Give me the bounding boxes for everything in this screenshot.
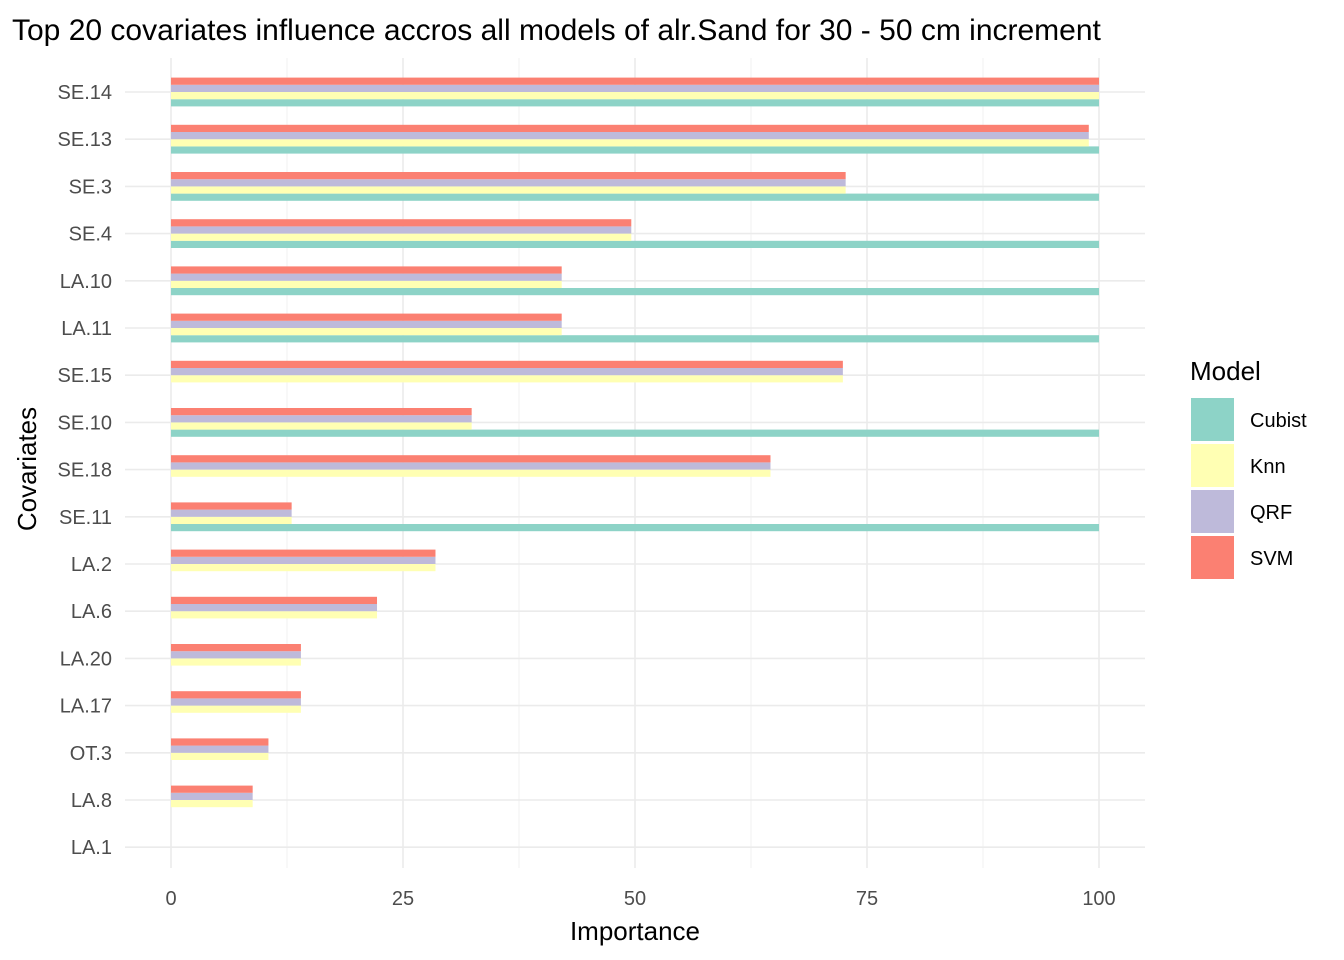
- x-tick-label: 25: [392, 888, 414, 910]
- bar-qrf-se-18: [171, 462, 771, 470]
- x-tick-label: 75: [856, 888, 878, 910]
- bar-qrf-la-11: [171, 320, 562, 328]
- bar-svm-se-3: [171, 172, 846, 180]
- bar-svm-se-4: [171, 219, 632, 227]
- bar-knn-se-13: [171, 139, 1089, 147]
- bar-knn-la-17: [171, 705, 301, 713]
- legend-swatch-svm: [1191, 536, 1234, 579]
- bar-qrf-ot-3: [171, 745, 269, 753]
- bar-knn-la-6: [171, 611, 378, 619]
- legend-swatch-cubist: [1191, 398, 1234, 441]
- bar-svm-se-15: [171, 360, 843, 368]
- chart-title: Top 20 covariates influence accros all m…: [12, 14, 1102, 47]
- bar-knn-ot-3: [171, 752, 269, 760]
- legend-label-qrf: QRF: [1250, 502, 1292, 524]
- bar-cubist-la-11: [171, 335, 1099, 343]
- bar-qrf-se-10: [171, 415, 472, 423]
- bar-knn-se-3: [171, 186, 846, 194]
- bar-cubist-se-11: [171, 524, 1099, 532]
- y-tick-label: SE.14: [58, 82, 112, 104]
- x-tick-label: 0: [165, 888, 176, 910]
- x-tick-label: 50: [624, 888, 646, 910]
- bar-svm-la-17: [171, 691, 301, 699]
- bar-knn-la-2: [171, 564, 436, 572]
- legend-label-svm: SVM: [1250, 548, 1293, 570]
- bar-svm-la-6: [171, 596, 378, 604]
- bar-qrf-la-6: [171, 604, 378, 612]
- legend-label-cubist: Cubist: [1250, 410, 1307, 432]
- bar-qrf-se-14: [171, 84, 1099, 92]
- y-tick-label: LA.20: [60, 648, 112, 670]
- bar-svm-se-11: [171, 502, 292, 510]
- y-tick-label: LA.6: [71, 601, 112, 623]
- legend-swatch-qrf: [1191, 490, 1234, 533]
- bars: [171, 77, 1099, 808]
- bar-knn-la-10: [171, 280, 562, 288]
- bar-svm-la-10: [171, 266, 562, 274]
- bar-cubist-se-14: [171, 99, 1099, 107]
- y-tick-label: LA.17: [60, 696, 112, 718]
- bar-qrf-se-3: [171, 179, 846, 187]
- bar-knn-se-10: [171, 422, 472, 430]
- bar-knn-se-15: [171, 375, 843, 383]
- y-tick-label: SE.13: [58, 129, 112, 151]
- bar-qrf-la-17: [171, 698, 301, 706]
- y-tick-label: LA.10: [60, 271, 112, 293]
- x-tick-label: 100: [1082, 888, 1115, 910]
- x-axis-ticks: 0 25 50 75 100: [165, 888, 1115, 910]
- bar-knn-la-20: [171, 658, 301, 666]
- y-tick-label: SE.10: [58, 412, 112, 434]
- bar-qrf-se-13: [171, 132, 1089, 140]
- bar-qrf-se-15: [171, 368, 843, 376]
- y-tick-label: SE.3: [69, 176, 112, 198]
- bar-qrf-se-11: [171, 509, 292, 517]
- bar-knn-se-18: [171, 469, 771, 477]
- legend-label-knn: Knn: [1250, 456, 1286, 478]
- bar-qrf-la-2: [171, 556, 436, 564]
- x-axis-title: Importance: [570, 916, 700, 946]
- y-tick-label: SE.18: [58, 460, 112, 482]
- bar-knn-se-11: [171, 516, 292, 524]
- y-axis-ticks: SE.14 SE.13 SE.3 SE.4 LA.10 LA.11 SE.15 SE.10 SE…: [58, 82, 112, 859]
- bar-qrf-la-8: [171, 792, 253, 800]
- bar-cubist-se-13: [171, 146, 1099, 154]
- bar-knn-la-11: [171, 328, 562, 336]
- bar-qrf-la-20: [171, 651, 301, 659]
- bar-knn-la-8: [171, 800, 253, 808]
- y-tick-label: OT.3: [70, 743, 112, 765]
- y-tick-label: SE.11: [59, 507, 112, 529]
- y-axis-title: Covariates: [12, 407, 42, 531]
- legend-swatch-knn: [1191, 444, 1234, 487]
- bar-svm-se-18: [171, 455, 771, 463]
- y-tick-label: LA.2: [71, 554, 112, 576]
- y-tick-label: SE.15: [58, 365, 112, 387]
- bar-qrf-la-10: [171, 273, 562, 281]
- y-tick-label: SE.4: [69, 224, 112, 246]
- bar-knn-se-4: [171, 233, 632, 241]
- bar-qrf-se-4: [171, 226, 632, 234]
- bar-svm-ot-3: [171, 738, 269, 746]
- bar-svm-la-20: [171, 644, 301, 652]
- bar-cubist-se-3: [171, 193, 1099, 201]
- legend: Model Cubist Knn QRF SVM: [1190, 356, 1307, 579]
- y-tick-label: LA.8: [71, 790, 112, 812]
- bar-svm-la-11: [171, 313, 562, 321]
- bar-svm-la-2: [171, 549, 436, 557]
- bar-cubist-se-4: [171, 240, 1099, 248]
- bar-svm-se-13: [171, 124, 1089, 132]
- bar-cubist-se-10: [171, 429, 1099, 437]
- bar-svm-se-14: [171, 77, 1099, 85]
- y-tick-label: LA.1: [71, 837, 112, 859]
- bar-knn-se-14: [171, 92, 1099, 100]
- y-tick-label: LA.11: [61, 318, 112, 340]
- bar-svm-la-8: [171, 785, 253, 793]
- legend-title: Model: [1190, 356, 1261, 386]
- bar-svm-se-10: [171, 408, 472, 416]
- bar-cubist-la-10: [171, 288, 1099, 296]
